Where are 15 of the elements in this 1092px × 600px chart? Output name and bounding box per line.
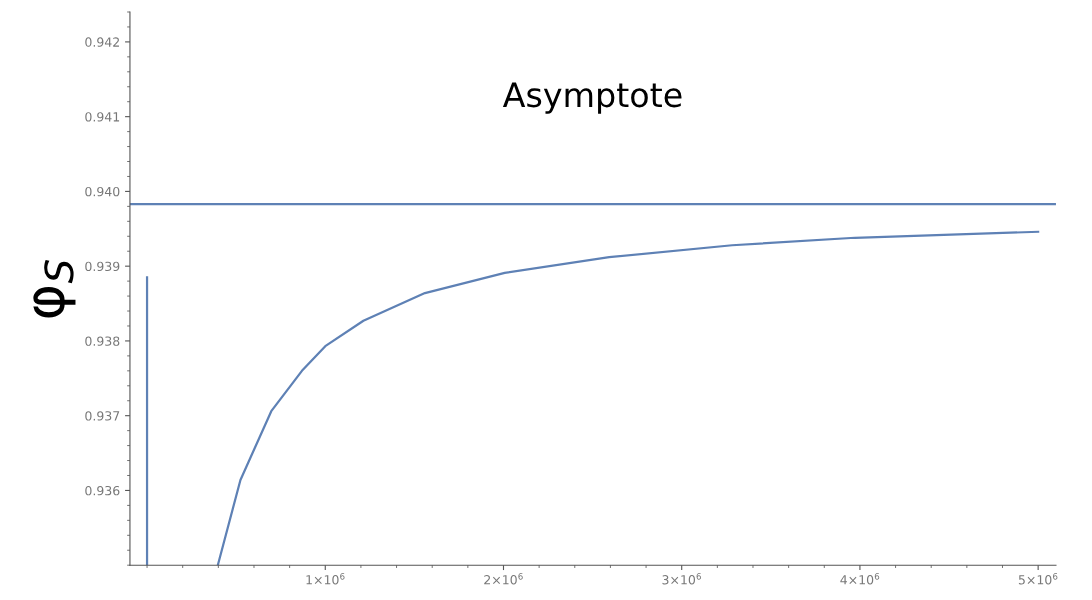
ref-line-label: Asymptote [502, 82, 682, 114]
x-tick-label: 5×10$^{6}$ [1018, 573, 1058, 585]
y-tick-label: 0.941 [85, 112, 120, 122]
y-tick-label: 0.940 [85, 186, 120, 197]
x-tick-label: 3×10$^{6}$ [662, 573, 701, 585]
y-axis-title: φ$_{S}$ [33, 259, 76, 318]
y-tick-label: 0.942 [85, 37, 119, 47]
y-tick-label: 0.937 [85, 411, 120, 421]
x-tick-label: 4×10$^{6}$ [840, 573, 880, 585]
y-tick-label: 0.938 [85, 336, 120, 346]
y-tick-label: 0.936 [85, 485, 120, 496]
line-series [216, 230, 1040, 566]
x-tick-label: 2×10$^{6}$ [484, 573, 523, 585]
x-tick-label: 1×10$^{6}$ [306, 573, 345, 585]
y-tick-label: 0.939 [85, 261, 120, 272]
